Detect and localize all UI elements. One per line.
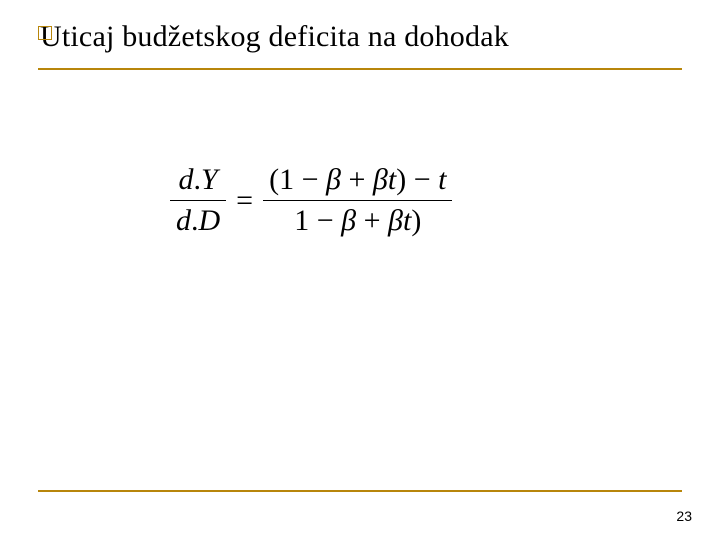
slide: Uticaj budžetskog deficita na dohodak d.…: [0, 0, 720, 540]
equals-sign: =: [236, 184, 253, 218]
corner-square-icon: [38, 26, 52, 40]
equation-right-numerator: (1 − β + βt) − t: [263, 160, 452, 200]
title-block: Uticaj budžetskog deficita na dohodak: [38, 20, 682, 70]
equation-left-denominator: d.D: [170, 201, 226, 241]
slide-title: Uticaj budžetskog deficita na dohodak: [38, 20, 682, 64]
page-number: 23: [676, 508, 692, 524]
footer-rule: [38, 490, 682, 492]
equation-left-numerator: d.Y: [172, 160, 223, 200]
equation-right-fraction: (1 − β + βt) − t 1 − β + βt): [263, 160, 452, 241]
title-rule: [38, 68, 682, 70]
equation-left-fraction: d.Y d.D: [170, 160, 226, 241]
equation: d.Y d.D = (1 − β + βt) − t 1 − β + βt): [170, 160, 452, 241]
equation-right-denominator: 1 − β + βt): [288, 201, 427, 241]
